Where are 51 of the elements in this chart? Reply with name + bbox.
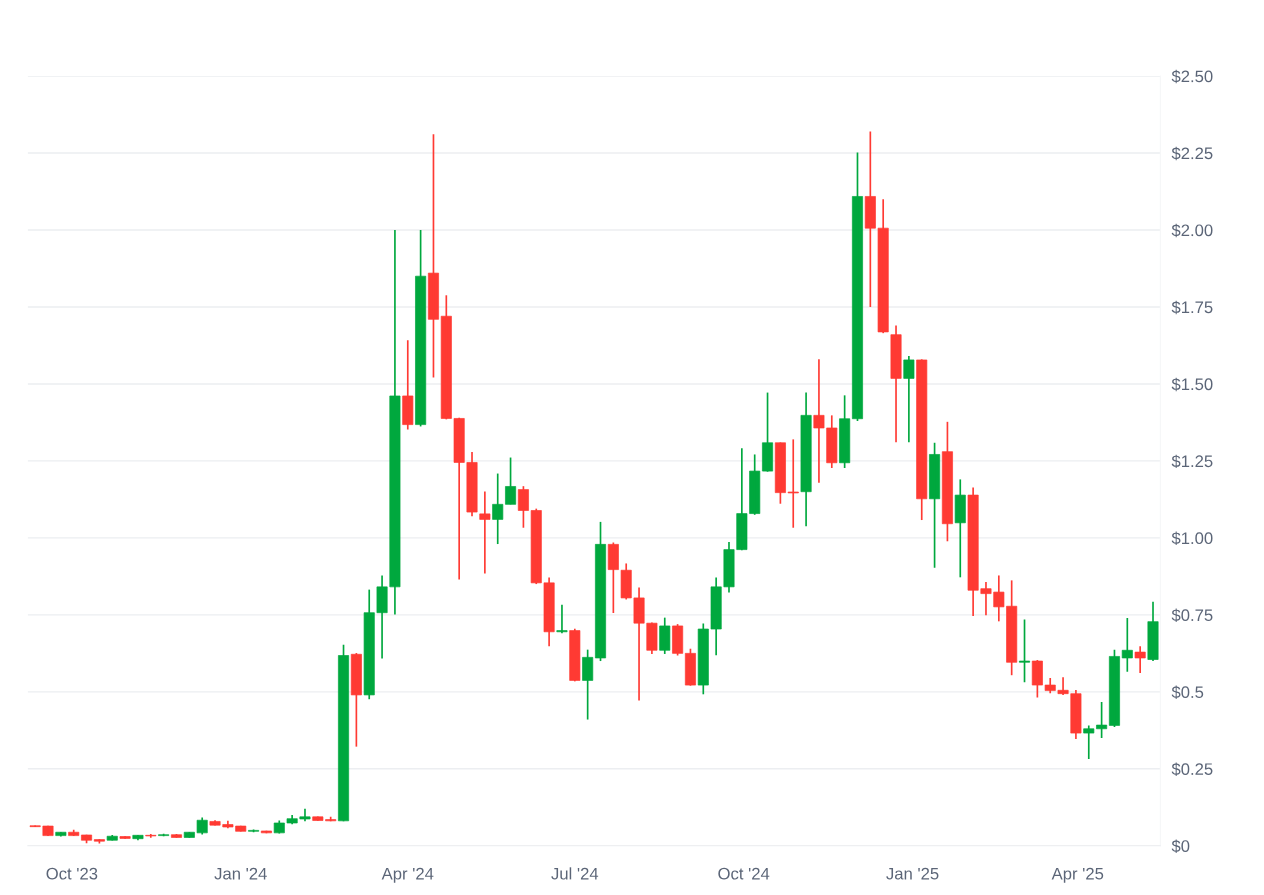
y-tick-label: $0.75 bbox=[1171, 608, 1213, 623]
candlestick bbox=[762, 391, 774, 473]
x-tick-label: Jul '24 bbox=[551, 867, 599, 880]
y-tick-label: $0.25 bbox=[1171, 762, 1213, 776]
candlestick bbox=[607, 541, 619, 614]
y-tick-label: $0.5 bbox=[1171, 685, 1204, 700]
candlestick bbox=[941, 420, 953, 543]
candlestick bbox=[916, 358, 928, 521]
candlestick bbox=[427, 133, 439, 379]
candlestick bbox=[55, 831, 67, 838]
candlestick bbox=[903, 355, 915, 443]
candlestick bbox=[595, 521, 606, 662]
x-tick-label: Oct '23 bbox=[46, 867, 98, 880]
x-tick-label: Jan '24 bbox=[214, 867, 267, 880]
y-tick-label: $1.75 bbox=[1171, 300, 1213, 315]
candlestick bbox=[106, 834, 118, 842]
x-tick-label: Apr '25 bbox=[1051, 867, 1104, 883]
candlestick bbox=[684, 647, 696, 687]
candlestick bbox=[119, 835, 131, 840]
candlestick bbox=[350, 652, 362, 748]
candlestick bbox=[839, 394, 851, 469]
candlestick bbox=[929, 441, 941, 569]
y-tick-label: $0 bbox=[1171, 839, 1190, 853]
candlestick bbox=[145, 833, 157, 839]
y-tick-label: $2.50 bbox=[1171, 69, 1213, 84]
candlestick bbox=[1147, 600, 1159, 662]
y-tick-label: $1.00 bbox=[1171, 531, 1213, 546]
candlestick bbox=[672, 623, 684, 657]
candlestick bbox=[338, 643, 350, 822]
candlestick bbox=[800, 391, 812, 528]
y-tick-label: $1.25 bbox=[1171, 454, 1213, 469]
candlestick bbox=[851, 151, 863, 422]
candlestick bbox=[556, 603, 568, 635]
candlestick bbox=[954, 478, 966, 579]
x-tick-label: Jan '25 bbox=[886, 867, 939, 880]
candlestick bbox=[890, 324, 902, 443]
candlestick bbox=[569, 627, 581, 683]
candlestick bbox=[659, 616, 671, 655]
candlestick bbox=[402, 339, 414, 431]
y-tick-label: $2.00 bbox=[1171, 223, 1213, 238]
candlestick bbox=[582, 648, 594, 721]
candlestick bbox=[1108, 648, 1120, 728]
candlestick bbox=[1019, 618, 1031, 684]
candlestick bbox=[479, 490, 491, 575]
x-tick-label: Oct '24 bbox=[718, 867, 770, 880]
candlestick bbox=[132, 834, 144, 842]
candlestick bbox=[415, 229, 427, 428]
candlestick bbox=[1134, 645, 1146, 674]
y-tick-label: $2.25 bbox=[1171, 146, 1213, 161]
x-tick-label: Apr '24 bbox=[381, 867, 434, 883]
y-tick-label: $1.50 bbox=[1171, 377, 1213, 392]
